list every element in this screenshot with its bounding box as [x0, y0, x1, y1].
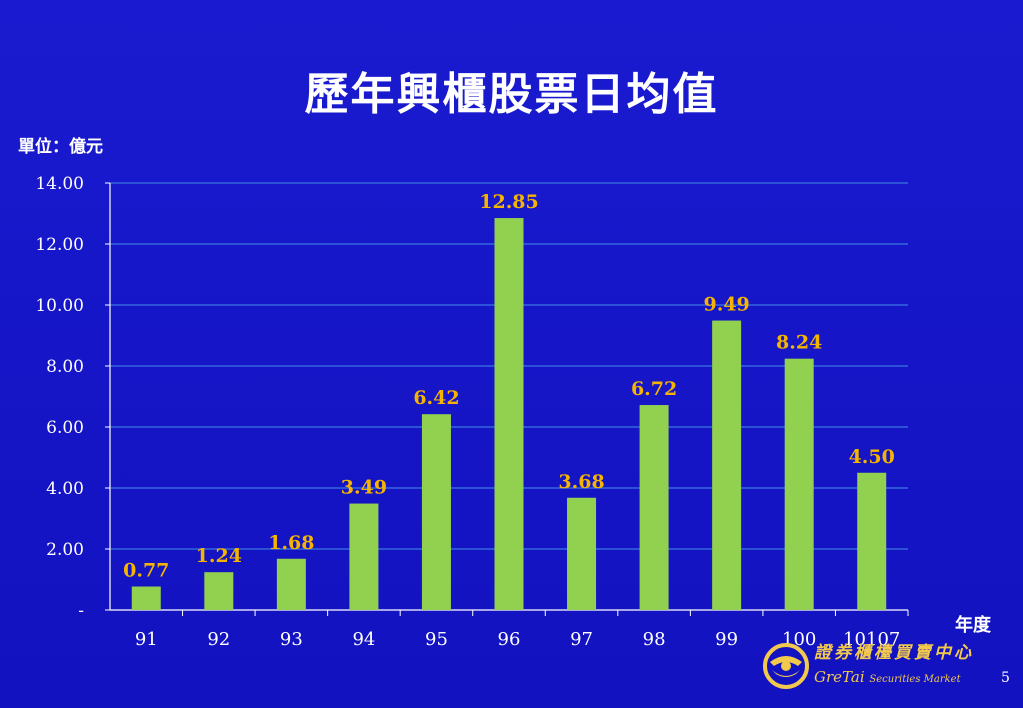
x-tick-label: 95 [425, 629, 448, 650]
data-label: 9.49 [703, 294, 749, 316]
data-label: 8.24 [776, 332, 822, 354]
x-tick-label: 99 [715, 629, 738, 650]
data-label: 0.77 [123, 560, 169, 582]
logo-chinese-text: 證券櫃檯買賣中心 [814, 643, 974, 663]
x-tick-label: 91 [135, 629, 158, 650]
gretai-logo: 證券櫃檯買賣中心 GreTai Securities Market [762, 636, 997, 694]
y-tick-label: 12.00 [35, 235, 84, 255]
bar [494, 218, 524, 610]
bar [712, 320, 742, 610]
y-tick-label: 6.00 [46, 418, 84, 438]
data-label: 6.72 [631, 378, 677, 400]
bar [131, 586, 161, 610]
data-label: 3.68 [558, 471, 604, 493]
y-tick-label: 10.00 [35, 296, 84, 316]
y-tick-label: - [78, 601, 84, 621]
unit-label: 單位：億元 [18, 137, 103, 157]
logo-english-text: GreTai Securities Market [814, 668, 961, 686]
bar [421, 414, 451, 610]
data-label: 6.42 [413, 387, 459, 409]
x-tick-label: 92 [207, 629, 230, 650]
data-label: 4.50 [849, 446, 895, 468]
bar [567, 497, 597, 610]
bar [639, 405, 669, 610]
x-tick-label: 94 [352, 629, 375, 650]
gretai-emblem-icon [763, 643, 809, 689]
x-tick-label: 93 [280, 629, 303, 650]
bar [276, 558, 306, 610]
data-label: 1.24 [196, 545, 242, 567]
logo-brand: GreTai [814, 668, 865, 686]
x-tick-label: 97 [570, 629, 593, 650]
bar [784, 358, 814, 610]
page-number: 5 [1001, 670, 1010, 686]
bar [857, 472, 887, 610]
bar [349, 503, 379, 610]
x-axis-title: 年度 [955, 615, 991, 636]
y-tick-label: 4.00 [46, 479, 84, 499]
data-label: 1.68 [268, 532, 314, 554]
data-label: 3.49 [341, 477, 387, 499]
x-tick-label: 98 [643, 629, 666, 650]
x-tick-label: 96 [498, 629, 521, 650]
x-tick-label: 10107 [843, 629, 900, 650]
data-label: 12.85 [479, 191, 539, 213]
page-title: 歷年興櫃股票日均值 [304, 69, 719, 120]
logo-suffix: Securities Market [869, 674, 961, 685]
y-tick-label: 2.00 [46, 540, 84, 560]
y-tick-label: 14.00 [35, 174, 84, 194]
y-tick-label: 8.00 [46, 357, 84, 377]
bar [204, 572, 234, 610]
